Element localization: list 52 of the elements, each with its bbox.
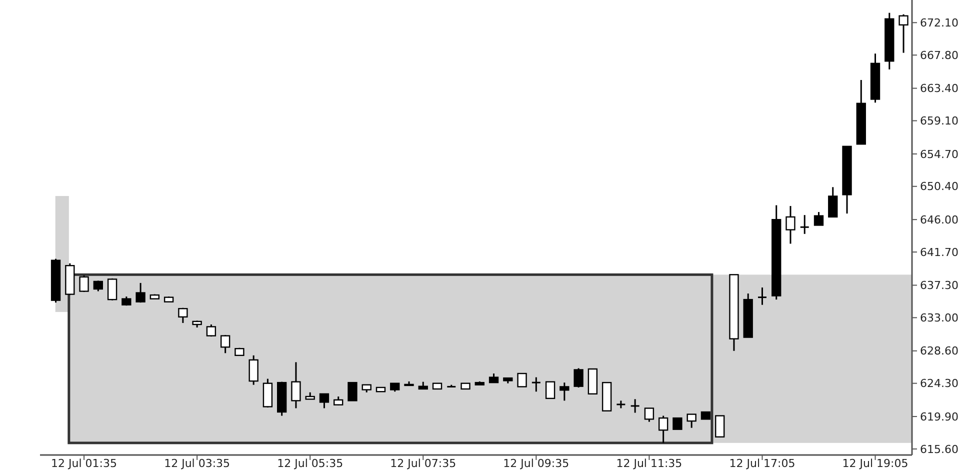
x-tick-label: 12 Jul 11:35 (616, 457, 682, 470)
y-tick-label: 637.30 (920, 279, 958, 292)
y-tick-label: 672.10 (920, 16, 958, 30)
x-tick-label: 12 Jul 05:35 (277, 457, 344, 470)
y-tick-label: 624.30 (920, 377, 958, 390)
candlestick (560, 382, 570, 402)
x-tick-label: 12 Jul 17:05 (729, 457, 796, 470)
y-tick-label: 659.10 (920, 114, 958, 128)
candlestick (757, 286, 768, 306)
candlestick (715, 415, 725, 438)
candlestick (178, 307, 188, 324)
candlestick (658, 415, 668, 444)
x-tick-label: 12 Jul 03:35 (164, 457, 230, 470)
y-tick-label: 615.60 (920, 442, 958, 456)
candlestick (220, 334, 230, 354)
candlestick (898, 14, 908, 54)
candlestick (79, 274, 89, 293)
candlestick (136, 282, 146, 304)
candlestick (686, 414, 696, 429)
candlestick (248, 354, 258, 386)
y-tick-label: 654.70 (920, 148, 958, 161)
y-tick-label: 646.00 (920, 213, 958, 226)
y-tick-label: 663.40 (920, 82, 958, 96)
y-tick-label: 619.90 (920, 410, 958, 424)
candlestick (531, 376, 542, 392)
y-tick-label: 650.40 (920, 180, 958, 194)
candlestick (574, 367, 584, 388)
candlestick (814, 211, 824, 226)
candlestick (319, 393, 330, 409)
candlestick (800, 214, 810, 235)
y-tick-label: 641.70 (920, 246, 958, 259)
y-tick-label: 667.80 (920, 48, 958, 62)
x-tick-label: 12 Jul 19:05 (842, 457, 908, 470)
y-tick-label: 628.60 (920, 344, 958, 358)
candlestick (545, 381, 556, 400)
candlestick (291, 361, 301, 409)
candlestick (488, 372, 499, 384)
candlestick (786, 205, 796, 244)
candlestick (348, 382, 358, 402)
candlestick (828, 186, 838, 218)
candlestick (262, 378, 273, 408)
x-tick-label: 12 Jul 09:35 (503, 457, 570, 470)
candlestick (672, 417, 682, 430)
candlestick (206, 324, 216, 338)
candlestick (630, 398, 640, 414)
candlestick (107, 278, 118, 302)
x-tick-label: 12 Jul 01:35 (51, 457, 118, 470)
candlestick (517, 372, 527, 388)
y-tick-label: 633.00 (920, 312, 958, 325)
candlestick (93, 280, 103, 292)
candlestick (644, 407, 654, 423)
x-tick-label: 12 Jul 07:35 (390, 457, 456, 470)
